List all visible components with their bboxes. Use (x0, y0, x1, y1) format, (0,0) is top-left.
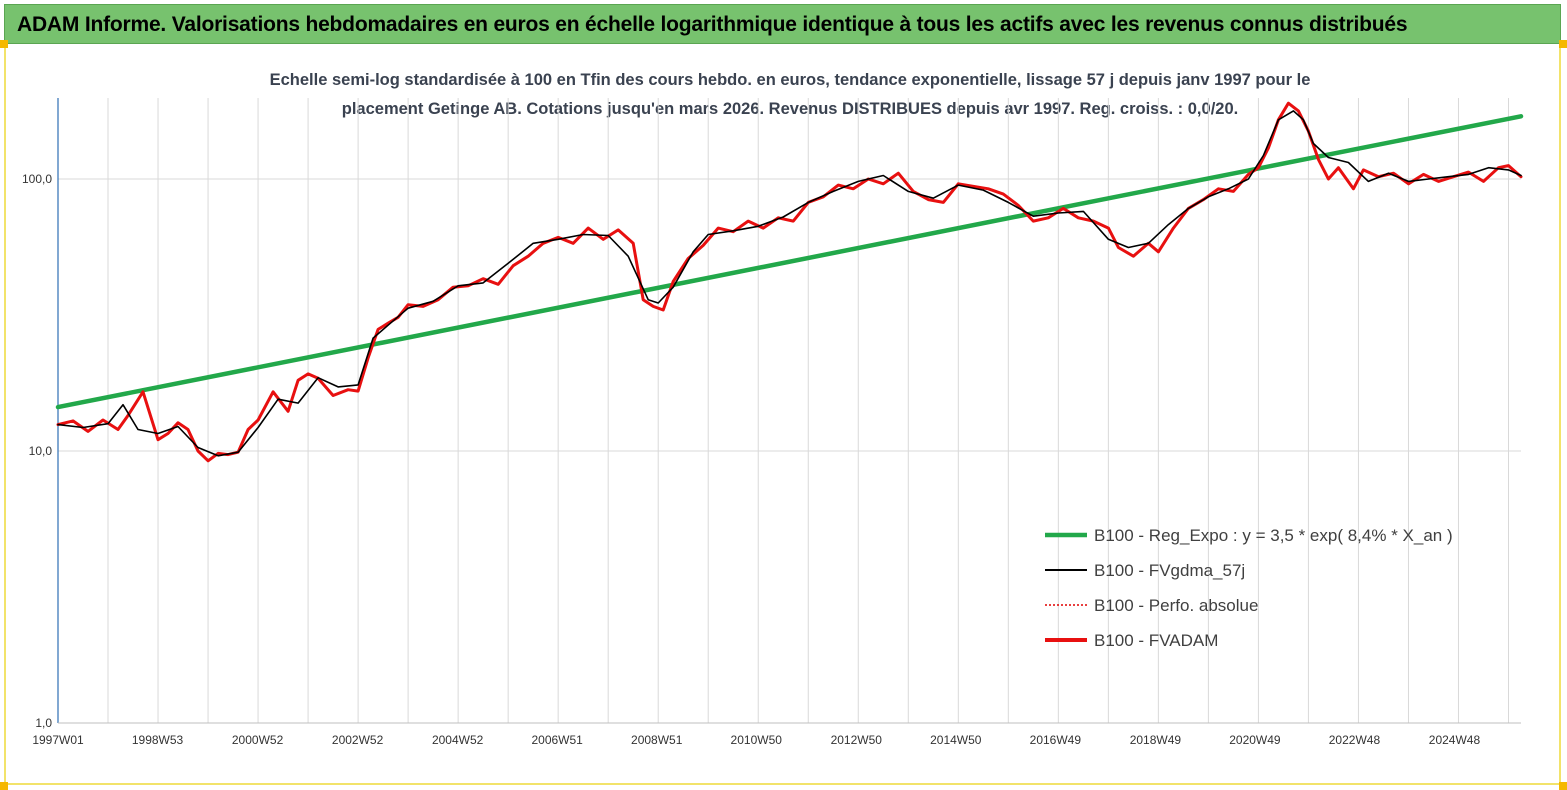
x-tick-label: 2024W48 (1429, 733, 1481, 747)
x-tick-label: 2002W52 (332, 733, 384, 747)
corner-marker (0, 782, 8, 790)
corner-marker (1559, 40, 1567, 48)
axis-layer: 1,0 10,0 100,0 1997W01 1998W53 2000W52 2002W52… (22, 98, 1521, 747)
x-tick-label: 2020W49 (1229, 733, 1281, 747)
x-tick-label: 1998W53 (132, 733, 184, 747)
grid-layer (57, 98, 1521, 724)
chart-subtitle: Echelle semi-log standardisée à 100 en T… (200, 66, 1380, 124)
series-fvadam (56, 101, 1523, 463)
chart-subtitle-line2: placement Getinge AB. Cotations jusqu'en… (341, 100, 1239, 118)
legend-layer: B100 - Reg_Expo : y = 3,5 * exp( 8,4% * … (1045, 526, 1453, 650)
y-tick-label: 1,0 (35, 716, 52, 730)
legend-label-perfo: B100 - Perfo. absolue (1094, 596, 1258, 615)
corner-marker (1559, 782, 1567, 790)
x-tick-label: 2014W50 (930, 733, 982, 747)
corner-marker (0, 40, 8, 48)
x-tick-label: 2000W52 (232, 733, 284, 747)
x-tick-label: 2022W48 (1329, 733, 1381, 747)
legend-label-regression: B100 - Reg_Expo : y = 3,5 * exp( 8,4% * … (1094, 526, 1453, 545)
x-tick-label: 2010W50 (731, 733, 783, 747)
legend-label-smoothed: B100 - FVgdma_57j (1094, 561, 1245, 580)
x-tick-label: 2016W49 (1030, 733, 1082, 747)
legend-label-fvadam: B100 - FVADAM (1094, 631, 1218, 650)
y-tick-label: 100,0 (22, 172, 52, 186)
page-title: ADAM Informe. Valorisations hebdomadaire… (17, 13, 1408, 36)
series-layer (55, 101, 1524, 463)
x-tick-label: 2004W52 (432, 733, 484, 747)
header-banner: ADAM Informe. Valorisations hebdomadaire… (4, 4, 1561, 44)
x-tick-label: 2008W51 (631, 733, 683, 747)
y-tick-label: 10,0 (29, 444, 53, 458)
series-regression (55, 114, 1524, 410)
x-tick-label: 2006W51 (531, 733, 583, 747)
chart-area (4, 44, 1561, 785)
x-tick-label: 1997W01 (32, 733, 84, 747)
x-tick-label: 2012W50 (831, 733, 883, 747)
x-tick-label: 2018W49 (1130, 733, 1182, 747)
series-smoothed (57, 110, 1522, 457)
chart-subtitle-line1: Echelle semi-log standardisée à 100 en T… (269, 71, 1311, 89)
